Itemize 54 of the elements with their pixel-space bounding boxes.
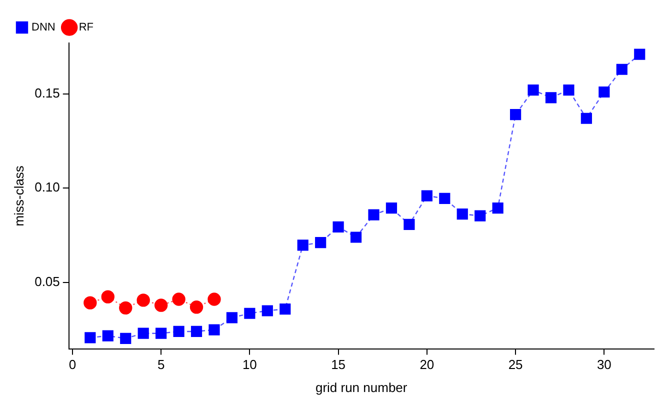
point: [154, 298, 168, 312]
point: [226, 312, 238, 324]
point: [386, 202, 398, 214]
point: [297, 240, 308, 251]
point: [208, 292, 221, 306]
point: [580, 112, 592, 124]
point: [315, 236, 326, 248]
point: [421, 190, 432, 202]
point: [439, 192, 450, 204]
y-tick-label: 0.15: [34, 85, 60, 100]
point: [101, 290, 114, 304]
point: [563, 84, 574, 96]
point: [138, 328, 149, 339]
x-tick-label: 0: [68, 357, 76, 372]
point: [173, 326, 184, 338]
point: [156, 328, 167, 339]
point: [510, 109, 522, 120]
point: [190, 300, 204, 314]
point: [368, 209, 380, 220]
x-tick-label: 15: [331, 357, 346, 372]
point: [280, 303, 291, 315]
point: [545, 92, 557, 104]
point: [598, 86, 610, 98]
x-tick-label: 30: [596, 357, 612, 372]
point: [208, 324, 220, 336]
x-tick-label: 25: [508, 357, 523, 372]
x-tick-label: 20: [420, 357, 434, 372]
point: [244, 308, 256, 319]
point: [456, 208, 468, 220]
point: [102, 330, 114, 342]
point: [172, 292, 186, 306]
point: [332, 221, 344, 232]
legend-label: DNN: [32, 22, 56, 34]
point: [528, 84, 539, 96]
x-tick-label: 10: [242, 357, 257, 372]
point: [84, 296, 97, 310]
y-tick-label: 0.10: [34, 180, 60, 195]
point: [190, 326, 202, 338]
point: [84, 332, 96, 344]
y-tick-label: 0.05: [34, 274, 60, 289]
point: [474, 210, 486, 222]
point: [119, 301, 132, 315]
legend-label: RF: [78, 22, 94, 34]
x-axis-title: grid run number: [315, 380, 408, 395]
x-tick-label: 5: [157, 357, 165, 372]
point: [136, 294, 150, 307]
point: [616, 64, 628, 75]
point: [120, 332, 132, 344]
point: [634, 48, 646, 60]
point: [350, 232, 362, 243]
point: [404, 218, 415, 230]
point: [262, 305, 273, 316]
y-axis-title: miss-class: [11, 165, 26, 226]
point: [492, 202, 504, 214]
